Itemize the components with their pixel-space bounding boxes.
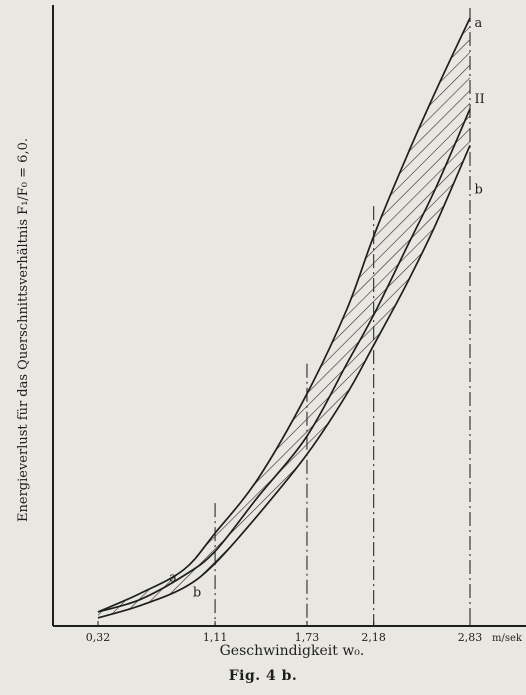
hatched-band-a-b	[98, 18, 470, 618]
y-axis-label: Energieverlust für das Querschnittsverhä…	[16, 138, 31, 522]
x-tick-label: 2,18	[361, 631, 386, 644]
curve-a	[97, 17, 471, 613]
curve-label-b: b	[474, 183, 482, 198]
curve-label-a: a	[169, 571, 177, 586]
curve-b	[97, 144, 471, 619]
curve-label-a: a	[474, 16, 482, 31]
x-unit-label: m/sek	[492, 633, 523, 644]
curve-label-ii: II	[474, 92, 484, 107]
x-axis-label: Geschwindigkeit w₀.	[220, 643, 365, 659]
curve-ii	[97, 108, 471, 613]
curve-label-b: b	[193, 586, 201, 601]
figure-caption: Fig. 4 b.	[228, 668, 298, 684]
x-tick-label: 2,83	[458, 631, 483, 644]
x-tick-label: 0,32	[86, 631, 111, 644]
x-tick-label: 1,11	[203, 631, 228, 644]
x-tick-label: 1,73	[295, 631, 320, 644]
